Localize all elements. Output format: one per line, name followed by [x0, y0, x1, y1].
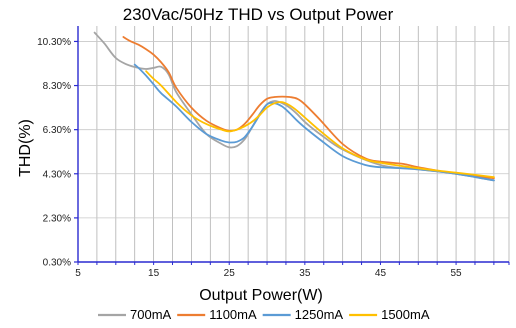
x-tick-label: 35: [299, 268, 311, 279]
tick-layer: 0.30% 2.30% 4.30% 6.30% 8.30% 10.30% 5 15 25 35 45…: [37, 37, 462, 279]
series-line-1250mA: [133, 63, 495, 182]
legend-label-700mA: 700mA: [130, 307, 172, 322]
chart-title: 230Vac/50Hz THD vs Output Power: [123, 5, 394, 24]
x-tick-label: 5: [75, 268, 81, 279]
series-line-700mA: [93, 31, 495, 182]
y-axis-label: THD(%): [17, 119, 34, 177]
y-tick-label: 2.30%: [43, 213, 71, 224]
series-line-1500mA: [145, 70, 495, 178]
series-layer: [93, 31, 495, 182]
y-tick-label: 6.30%: [43, 125, 71, 136]
y-tick-label: 0.30%: [43, 258, 71, 269]
series-line-1100mA: [122, 36, 495, 180]
x-tick-label: 15: [148, 268, 160, 279]
y-tick-label: 4.30%: [43, 169, 71, 180]
x-tick-label: 55: [451, 268, 463, 279]
x-tick-label: 45: [375, 268, 387, 279]
legend-label-1250mA: 1250mA: [295, 307, 344, 322]
x-tick-label: 25: [224, 268, 236, 279]
legend: 700mA 1100mA 1250mA 1500mA: [98, 307, 430, 322]
y-tick-label: 8.30%: [43, 81, 71, 92]
grid-layer: [77, 26, 510, 263]
legend-label-1500mA: 1500mA: [381, 307, 430, 322]
x-axis-label: Output Power(W): [199, 287, 323, 304]
axis-layer: [74, 26, 510, 265]
y-tick-label: 10.30%: [37, 37, 71, 48]
legend-label-1100mA: 1100mA: [209, 307, 257, 322]
